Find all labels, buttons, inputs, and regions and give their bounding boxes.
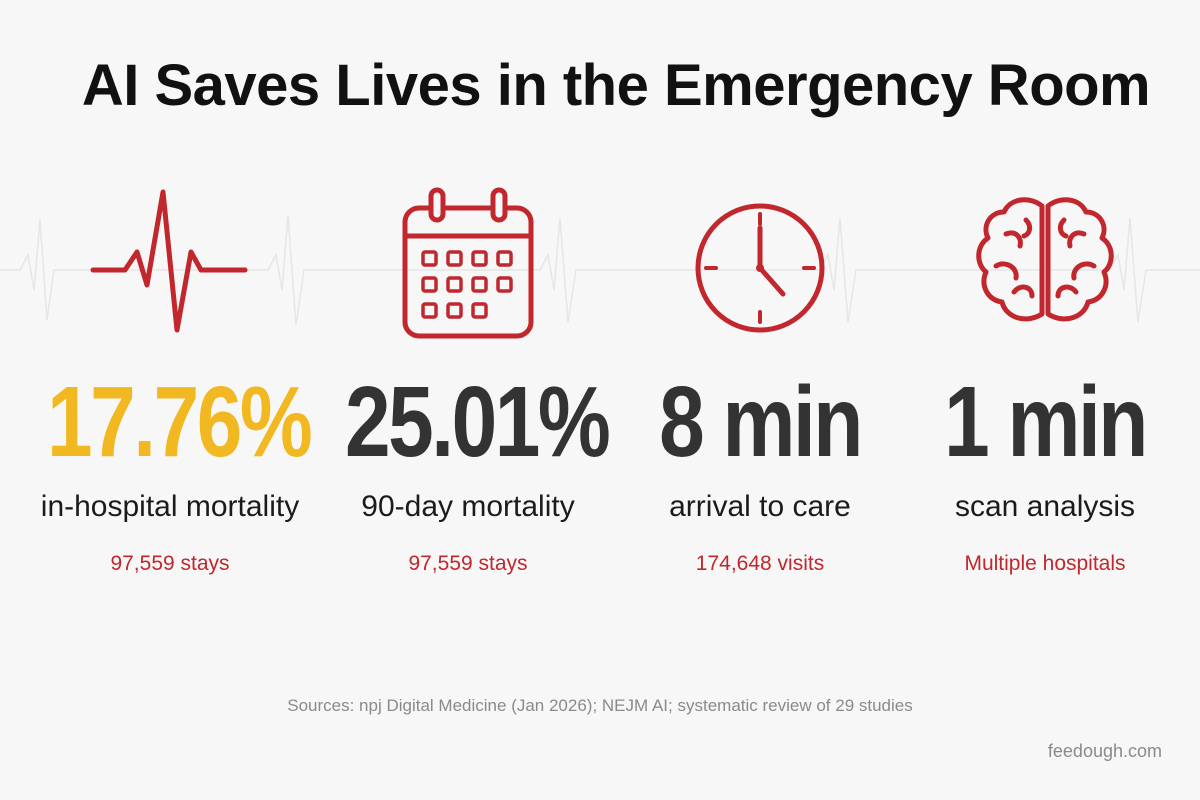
stat-sample-size: 97,559 stays	[408, 552, 528, 575]
sources-footnote: Sources: npj Digital Medicine (Jan 2026)…	[287, 696, 913, 715]
clock-icon	[675, 180, 845, 350]
stat-arrival-to-care: 8 min arrival to care 174,648 visits	[610, 180, 910, 580]
stat-in-hospital-mortality: 17.76% in-hospital mortality 97,559 stay…	[20, 180, 320, 580]
stat-sample-size: 174,648 visits	[695, 552, 825, 575]
stat-value: 8 min	[659, 366, 863, 478]
stat-value: 25.01%	[345, 366, 611, 478]
brain-icon	[960, 180, 1130, 350]
page-title: AI Saves Lives in the Emergency Room	[81, 53, 1151, 118]
calendar-icon	[383, 180, 553, 350]
stat-label: in-hospital mortality	[40, 490, 300, 523]
stat-value: 17.76%	[47, 366, 313, 478]
stat-value: 1 min	[944, 366, 1148, 478]
stat-label: arrival to care	[669, 490, 851, 523]
stat-90-day-mortality: 25.01% 90-day mortality 97,559 stays	[318, 180, 618, 580]
stat-label: 90-day mortality	[361, 490, 575, 523]
stat-sample-size: 97,559 stays	[110, 552, 230, 575]
brand-watermark: feedough.com	[1047, 741, 1162, 761]
stat-label: scan analysis	[954, 490, 1136, 523]
stat-scan-analysis: 1 min scan analysis Multiple hospitals	[895, 180, 1195, 580]
heartbeat-icon	[85, 180, 255, 350]
stat-sample-size: Multiple hospitals	[964, 552, 1126, 575]
